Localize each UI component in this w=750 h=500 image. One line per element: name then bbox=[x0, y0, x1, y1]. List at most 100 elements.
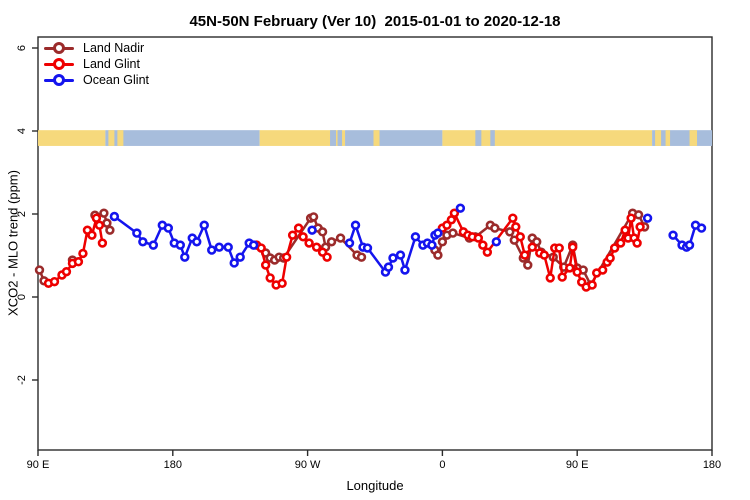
series-land-nadir-point bbox=[34, 265, 45, 275]
series-land-glint-point bbox=[298, 232, 308, 242]
map-strip-land-segment bbox=[689, 130, 698, 146]
series-ocean-glint-point bbox=[138, 237, 148, 247]
map-strip-ocean-segment bbox=[337, 130, 343, 146]
series-land-glint-point bbox=[256, 243, 266, 253]
series-land-nadir-point bbox=[317, 227, 328, 237]
map-strip-land-segment bbox=[373, 130, 380, 146]
series-land-glint-point bbox=[449, 208, 460, 218]
series-land-glint-point bbox=[265, 273, 275, 283]
series-ocean-glint-point bbox=[199, 220, 209, 230]
series-land-glint-point bbox=[277, 278, 287, 289]
series-land-nadir-point bbox=[326, 237, 337, 247]
series-land-glint-point bbox=[620, 225, 630, 235]
y-tick-label: 0 bbox=[16, 294, 28, 300]
series-ocean-glint-point bbox=[383, 262, 394, 272]
series-ocean-glint-point bbox=[229, 258, 239, 268]
series-land-nadir-point bbox=[105, 225, 115, 235]
series-land-glint-point bbox=[587, 280, 597, 290]
series-land-nadir-point bbox=[102, 218, 112, 228]
series-land-nadir-point bbox=[448, 228, 458, 238]
series-ocean-glint-point bbox=[400, 265, 410, 275]
series-land-glint-point bbox=[635, 222, 645, 232]
series-land-glint-point bbox=[304, 238, 314, 248]
x-tick-label: 90 W bbox=[295, 459, 321, 471]
series-land-glint-point bbox=[78, 248, 88, 259]
legend-label: Land Nadir bbox=[83, 41, 145, 55]
series-ocean-glint-point bbox=[696, 223, 707, 233]
series-ocean-glint-point bbox=[410, 232, 421, 242]
series-land-glint-point bbox=[281, 252, 292, 262]
series-land-glint-line bbox=[48, 216, 104, 285]
series-land-glint-point bbox=[293, 223, 304, 233]
series-land-nadir-point bbox=[433, 250, 443, 260]
line-circle-marker-icon bbox=[44, 58, 74, 70]
series-ocean-glint-point bbox=[344, 238, 355, 248]
series-land-glint-point bbox=[91, 213, 102, 223]
series-land-glint-point bbox=[597, 265, 608, 275]
legend-item-ocean-glint: Ocean Glint bbox=[44, 72, 149, 88]
legend-label: Ocean Glint bbox=[83, 73, 150, 87]
y-tick-label: 6 bbox=[16, 45, 28, 51]
y-tick-label: 2 bbox=[16, 211, 28, 217]
x-tick-label: 180 bbox=[164, 459, 182, 471]
series-land-glint-point bbox=[94, 220, 105, 230]
series-ocean-glint-point bbox=[163, 223, 174, 233]
y-tick-label: 4 bbox=[16, 128, 28, 134]
series-land-glint-point bbox=[473, 233, 484, 243]
series-land-glint-point bbox=[615, 238, 626, 248]
y-axis-title: XCO2 - MLO trend (ppm) bbox=[5, 170, 21, 316]
line-circle-marker-icon bbox=[44, 42, 74, 54]
y-tick-label: -2 bbox=[16, 375, 28, 385]
series-ocean-glint-point bbox=[455, 203, 466, 213]
map-strip-ocean-segment bbox=[105, 130, 260, 146]
map-strip-ocean-segment bbox=[475, 130, 482, 146]
plot-frame bbox=[37, 36, 713, 451]
map-strip-land-segment bbox=[655, 130, 662, 146]
series-land-glint-point bbox=[97, 238, 108, 248]
series-land-nadir-point bbox=[356, 252, 367, 262]
series-land-glint-point bbox=[515, 232, 525, 242]
series-land-nadir-point bbox=[99, 208, 109, 218]
series-land-glint-point bbox=[565, 263, 575, 273]
series-ocean-glint-point bbox=[175, 240, 185, 250]
series-ocean-glint-point bbox=[362, 243, 373, 253]
series-ocean-glint-point bbox=[109, 211, 120, 222]
series-land-glint-point bbox=[557, 272, 567, 282]
series-land-glint-point bbox=[508, 213, 518, 223]
legend: Land Nadir Land Glint Ocean Glint bbox=[44, 40, 149, 88]
series-land-nadir-point bbox=[633, 210, 644, 220]
x-tick-label: 180 bbox=[703, 459, 721, 471]
series-ocean-glint-point bbox=[491, 237, 502, 247]
map-strip-land-segment bbox=[108, 130, 115, 146]
series-land-nadir-point bbox=[437, 237, 448, 247]
series-ocean-glint-point bbox=[248, 240, 259, 250]
series-land-glint-point bbox=[49, 276, 60, 287]
series-land-nadir-point bbox=[335, 233, 346, 243]
map-strip-ocean-segment bbox=[345, 130, 443, 146]
series-land-nadir-point bbox=[523, 260, 533, 270]
series-land-glint-point bbox=[260, 260, 271, 270]
series-land-glint-point bbox=[605, 253, 615, 263]
series-ocean-glint-point bbox=[132, 228, 142, 238]
series-ocean-glint-point bbox=[684, 240, 695, 250]
series-land-glint-point bbox=[311, 242, 322, 252]
map-strip-land-segment bbox=[665, 130, 671, 146]
map-strip-land-segment bbox=[117, 130, 124, 146]
series-ocean-glint-point bbox=[427, 240, 437, 250]
series-land-glint-point bbox=[539, 250, 549, 260]
series-land-glint-point bbox=[626, 213, 636, 223]
series-land-glint-point bbox=[61, 266, 72, 277]
series-land-glint-point bbox=[545, 273, 555, 283]
chart-title: 45N-50N February (Ver 10) 2015-01-01 to … bbox=[189, 13, 561, 30]
map-strip-ocean-segment bbox=[490, 130, 495, 146]
series-land-glint-point bbox=[568, 242, 578, 252]
line-circle-marker-icon bbox=[44, 74, 74, 86]
map-strip-land-segment bbox=[442, 130, 653, 146]
series-land-glint-point bbox=[554, 243, 564, 253]
x-tick-label: 90 E bbox=[566, 459, 589, 471]
series-land-glint-point bbox=[87, 230, 97, 240]
series-ocean-glint-point bbox=[235, 252, 245, 262]
series-land-glint-point bbox=[287, 230, 298, 240]
series-land-glint-point bbox=[482, 247, 493, 257]
